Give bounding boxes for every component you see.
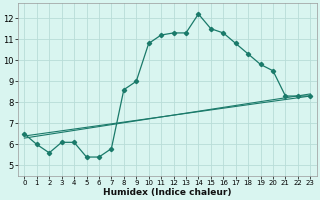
X-axis label: Humidex (Indice chaleur): Humidex (Indice chaleur) xyxy=(103,188,232,197)
